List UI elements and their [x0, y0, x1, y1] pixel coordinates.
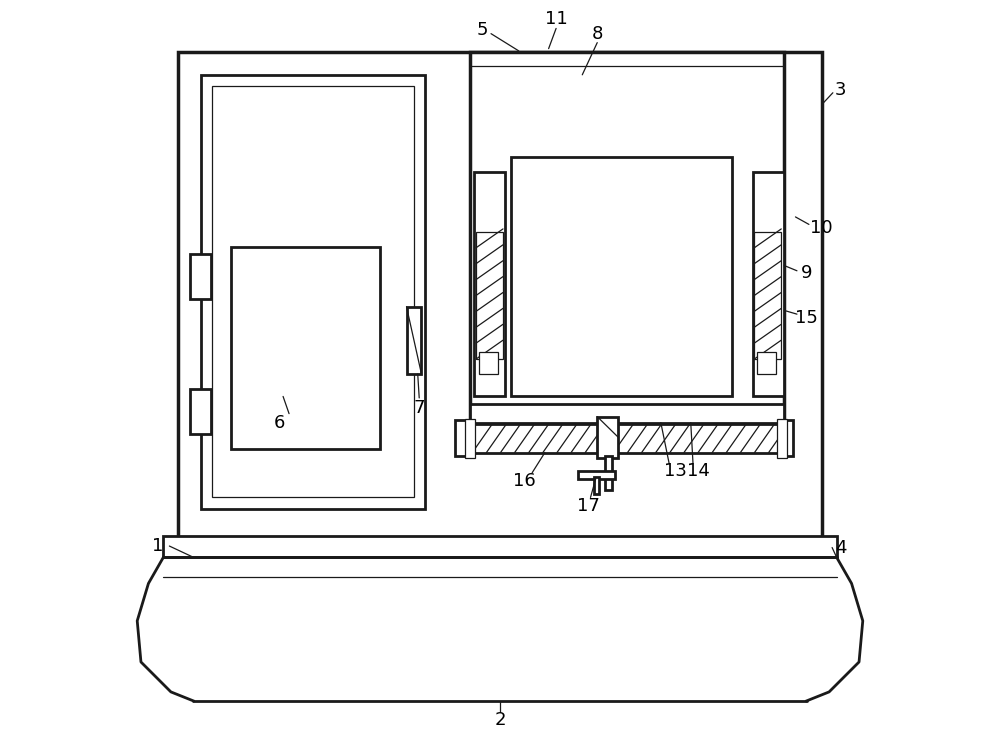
Text: 16: 16	[513, 472, 535, 490]
Bar	[163, 536, 837, 557]
Bar	[597, 417, 618, 458]
Polygon shape	[137, 557, 863, 701]
Text: 3: 3	[835, 81, 846, 99]
Text: 5: 5	[476, 21, 488, 39]
Text: 13: 13	[664, 462, 687, 480]
Bar	[201, 75, 425, 509]
Text: 1: 1	[152, 537, 164, 555]
Bar	[780, 420, 793, 456]
Bar	[190, 389, 211, 434]
Bar	[479, 352, 498, 374]
Bar	[476, 232, 503, 359]
Bar	[754, 232, 781, 359]
Bar	[578, 471, 615, 479]
Bar	[231, 247, 380, 449]
Bar	[594, 477, 599, 494]
Bar	[406, 307, 421, 374]
Text: 14: 14	[687, 462, 710, 480]
Bar	[465, 424, 790, 453]
Text: 9: 9	[801, 264, 812, 282]
Bar	[777, 419, 787, 458]
Bar	[455, 420, 469, 456]
Text: 10: 10	[810, 219, 833, 237]
Bar	[757, 352, 776, 374]
Text: 11: 11	[545, 10, 567, 28]
Text: 4: 4	[835, 539, 846, 557]
Text: 15: 15	[795, 309, 818, 327]
Bar	[511, 157, 732, 396]
Bar	[605, 456, 612, 490]
Bar	[470, 52, 784, 419]
Text: 8: 8	[592, 25, 603, 43]
Bar	[474, 172, 505, 396]
Bar	[753, 172, 784, 396]
Text: 17: 17	[577, 497, 600, 515]
Bar	[470, 404, 784, 423]
Bar	[212, 86, 414, 497]
Text: 6: 6	[274, 414, 285, 432]
Bar	[190, 254, 211, 299]
Bar	[178, 52, 822, 539]
Bar	[465, 419, 475, 458]
Text: 7: 7	[413, 399, 425, 417]
Text: 2: 2	[494, 711, 506, 729]
